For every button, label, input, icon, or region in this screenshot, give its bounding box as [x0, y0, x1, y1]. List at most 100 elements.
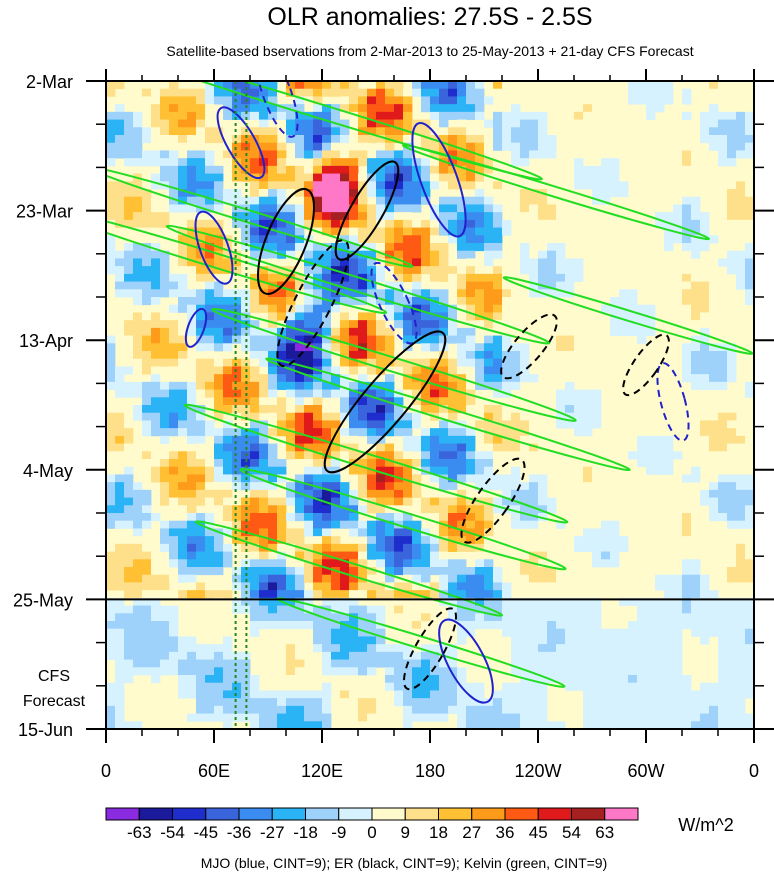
heat-cell [745, 204, 754, 213]
heat-cell [430, 590, 440, 599]
heat-cell [529, 690, 539, 699]
heat-cell [736, 420, 746, 429]
heat-cell [538, 320, 548, 329]
heat-cell [358, 381, 368, 390]
heat-cell [133, 327, 143, 336]
heat-cell [403, 466, 413, 475]
heat-cell [421, 435, 431, 444]
heat-cell [682, 698, 692, 707]
heat-cell [214, 405, 224, 414]
heat-cell [178, 466, 188, 475]
heat-cell [457, 567, 467, 576]
heat-cell [259, 605, 269, 614]
heat-cell [106, 597, 116, 606]
heat-cell [592, 243, 602, 252]
heat-cell [160, 351, 170, 360]
heat-cell [178, 667, 188, 676]
heat-cell [637, 667, 647, 676]
heat-cell [358, 96, 368, 105]
heat-cell [196, 273, 206, 282]
heat-cell [115, 405, 125, 414]
heat-cell [313, 528, 323, 537]
heat-cell [133, 451, 143, 460]
heat-cell [331, 366, 341, 375]
heat-cell [484, 451, 494, 460]
heat-cell [214, 644, 224, 653]
heat-cell [169, 536, 179, 545]
heat-cell [700, 135, 710, 144]
heat-cell [313, 698, 323, 707]
heat-cell [565, 659, 575, 668]
heat-cell [376, 127, 386, 136]
heat-cell [700, 574, 710, 583]
heat-cell [295, 659, 305, 668]
heat-cell [214, 459, 224, 468]
heat-cell [277, 150, 287, 159]
heat-cell [187, 520, 197, 529]
heat-cell [358, 628, 368, 637]
heat-cell [133, 659, 143, 668]
heat-cell [619, 320, 629, 329]
heat-cell [484, 142, 494, 151]
heat-cell [205, 381, 215, 390]
heat-cell [367, 312, 377, 321]
heat-cell [529, 582, 539, 591]
heat-cell [160, 536, 170, 545]
heat-cell [412, 412, 422, 421]
heat-cell [655, 675, 665, 684]
heat-cell [511, 682, 521, 691]
heat-cell [169, 150, 179, 159]
heat-cell [511, 135, 521, 144]
heat-cell [610, 297, 620, 306]
heat-cell [700, 489, 710, 498]
heat-cell [529, 119, 539, 128]
heat-cell [610, 227, 620, 236]
heat-cell [187, 381, 197, 390]
heat-cell [178, 266, 188, 275]
heat-cell [205, 204, 215, 213]
heat-cell [709, 597, 719, 606]
heat-cell [556, 605, 566, 614]
heat-cell [376, 135, 386, 144]
heat-cell [394, 644, 404, 653]
heat-cell [313, 420, 323, 429]
heat-cell [205, 189, 215, 198]
heat-cell [466, 381, 476, 390]
heat-cell [340, 135, 350, 144]
heat-cell [358, 551, 368, 560]
heat-cell [601, 250, 611, 259]
heat-cell [610, 528, 620, 537]
heat-cell [223, 667, 233, 676]
heat-cell [349, 165, 359, 174]
heat-cell [745, 428, 754, 437]
heat-cell [151, 675, 161, 684]
heat-cell [142, 297, 152, 306]
heat-cell [322, 243, 332, 252]
heat-cell [520, 567, 530, 576]
heat-cell [349, 651, 359, 660]
heat-cell [106, 158, 116, 167]
heat-cell [628, 235, 638, 244]
heat-cell [196, 543, 206, 552]
heat-cell [358, 613, 368, 622]
heat-cell [214, 374, 224, 383]
heat-cell [448, 212, 458, 221]
heat-cell [169, 358, 179, 367]
heat-cell [394, 466, 404, 475]
heat-cell [394, 243, 404, 252]
heat-cell [250, 351, 260, 360]
heat-cell [133, 667, 143, 676]
heat-cell [727, 196, 737, 205]
heat-cell [565, 682, 575, 691]
heat-cell [718, 258, 728, 267]
heat-cell [493, 428, 503, 437]
heat-cell [403, 682, 413, 691]
heat-cell [412, 335, 422, 344]
heat-cell [430, 374, 440, 383]
heat-cell [160, 150, 170, 159]
heat-cell [538, 142, 548, 151]
heat-cell [583, 497, 593, 506]
heat-cell [277, 667, 287, 676]
heat-cell [250, 158, 260, 167]
heat-cell [205, 227, 215, 236]
